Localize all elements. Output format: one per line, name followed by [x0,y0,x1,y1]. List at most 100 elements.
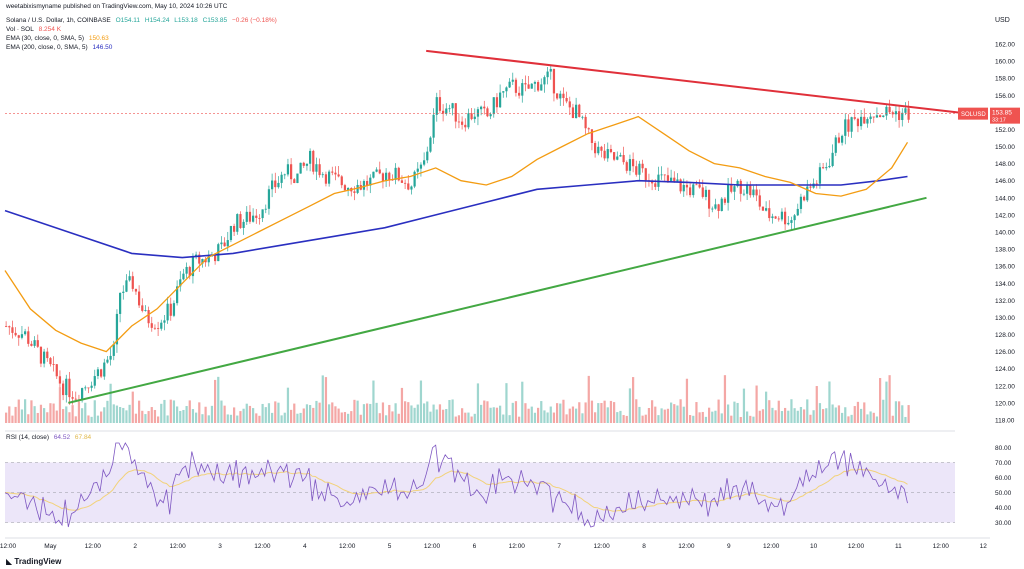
candle-body [81,388,84,401]
volume-bar [514,401,518,423]
candle-body [844,119,847,136]
candle-body [689,187,692,196]
candle-body [822,167,825,169]
volume-bar [321,375,324,423]
candle-body [223,242,226,247]
candle-body [39,346,43,364]
candle-body [172,303,176,316]
volume-bar [81,408,84,423]
volume-bar [413,407,416,423]
support-trendline [68,196,927,404]
volume-bar [901,405,904,423]
candle-body [416,168,419,172]
volume-bar [625,415,628,423]
candle-body [385,172,388,182]
volume-bar [619,410,622,423]
candle-body [43,351,46,364]
candle-body [226,240,229,247]
x-tick-label: 12:00 [339,543,356,550]
volume-bar [236,415,239,423]
volume-bar [385,415,388,423]
candle-body [30,343,33,346]
candle-body [337,174,340,177]
candle-body [600,146,603,151]
candle-body [777,218,780,220]
candle-body [755,189,758,196]
candle-body [407,183,410,190]
volume-bar [210,405,214,423]
candle-body [214,255,217,262]
volume-bar [134,413,138,423]
volume-bar [803,409,806,423]
candle-body [191,257,195,277]
tradingview-footer: ◣ TradingView [6,557,62,566]
ema30-value: 150.63 [88,35,109,42]
volume-bar [245,403,248,423]
x-tick-label: 3 [218,543,222,550]
volume-bar [768,400,771,423]
candle-body [201,259,204,264]
candle-body [347,188,350,191]
volume-bar [299,412,302,423]
volume-bar [305,404,309,423]
volume-bar [77,401,81,423]
candle-body [147,310,150,324]
candle-body [486,108,489,117]
volume-bar [765,391,768,423]
candle-body [106,359,109,363]
volume-bar [495,407,499,423]
y-tick-label: 134.00 [995,281,1015,288]
volume-bar [565,414,568,423]
candle-body [71,397,74,399]
symbol-tag [958,107,988,120]
candle-body [134,288,138,292]
volume-bar [685,378,689,423]
volume-bar [657,415,660,423]
volume-bar [613,402,616,423]
candle-body [381,173,385,182]
volume-bar [96,415,100,423]
volume-bar [660,408,663,423]
candle-body [533,82,537,84]
candle-body [309,150,312,164]
volume-bar [562,399,565,423]
volume-bar [448,400,451,423]
candle-body [894,111,898,115]
candles-group [5,65,910,408]
volume-bar [616,412,619,423]
candle-body [410,186,413,190]
ema200-header: EMA (200, close, 0, SMA, 5) 146.50 [6,43,115,52]
volume-bar [340,412,343,423]
candle-body [166,303,169,321]
volume-bar [622,415,625,423]
candle-body [521,83,524,96]
rsi-label: RSI (14, close) [6,434,49,441]
volume-bar [315,400,318,423]
candle-body [404,182,407,184]
volume-bar [850,414,853,423]
y-tick-label: 152.00 [995,127,1015,134]
volume-bar [834,407,837,423]
volume-bar [267,403,271,423]
y-tick-label: 156.00 [995,93,1015,100]
volume-bar [182,409,185,423]
volume-bar [277,402,280,423]
volume-bar [445,408,448,423]
volume-bar [752,416,755,423]
volume-bar [790,399,793,423]
candle-body [429,137,432,152]
candle-body [746,185,749,194]
candle-body [62,383,65,396]
volume-bar [55,410,58,423]
volume-bar [723,375,727,423]
candle-body [483,106,486,109]
candle-body [24,331,27,335]
candle-body [527,84,530,89]
x-tick-label: 10 [810,543,818,550]
candle-body [584,116,587,129]
candle-body [581,116,584,118]
volume-bar [590,400,594,423]
volume-bar [337,408,340,423]
x-tick-label: 5 [388,543,392,550]
